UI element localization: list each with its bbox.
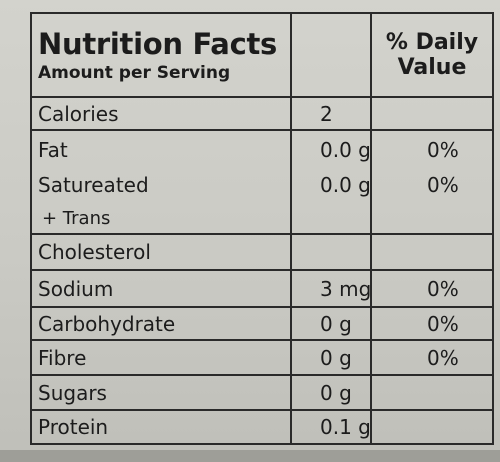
- table-header-row: Nutrition Facts Amount per Serving % Dai…: [30, 12, 494, 98]
- amount-per-serving-label: Amount per Serving: [38, 63, 231, 83]
- table-row: Calories 2: [30, 96, 494, 131]
- nutrient-amount: 0.0 g: [290, 168, 372, 202]
- nutrient-name: Carbohydrate: [30, 306, 292, 341]
- table-row: Cholesterol: [30, 233, 494, 271]
- table-row: Protein 0.1 g: [30, 409, 494, 445]
- nutrient-amount: [290, 233, 372, 271]
- table-row: Sodium 3 mg 0%: [30, 269, 494, 308]
- nutrient-amount: 0.1 g: [290, 409, 372, 445]
- nutrient-daily-value: [370, 96, 494, 131]
- nutrient-name: + Trans: [30, 202, 292, 235]
- nutrient-name: Fat: [30, 129, 292, 168]
- daily-value-heading-line2: Value: [397, 55, 467, 80]
- table-row: Fat 0.0 g 0%: [30, 129, 494, 168]
- nutrient-name: Calories: [30, 96, 292, 131]
- trans-fat-label: + Trans: [42, 208, 111, 229]
- nutrient-daily-value: 0%: [370, 306, 494, 341]
- nutrient-amount: 3 mg: [290, 269, 372, 308]
- nutrient-daily-value: [370, 374, 494, 411]
- nutrition-facts-title: Nutrition Facts: [38, 27, 277, 61]
- nutrient-amount: 2: [290, 96, 372, 131]
- nutrient-amount: 0.0 g: [290, 129, 372, 168]
- nutrient-amount: 0 g: [290, 306, 372, 341]
- table-row: Fibre 0 g 0%: [30, 339, 494, 376]
- table-row: Sugars 0 g: [30, 374, 494, 411]
- nutrient-daily-value: [370, 202, 494, 235]
- nutrient-daily-value: [370, 409, 494, 445]
- table-row: Satureated 0.0 g 0%: [30, 168, 494, 202]
- nutrient-amount: 0 g: [290, 374, 372, 411]
- nutrient-amount: 0 g: [290, 339, 372, 376]
- nutrient-name: Protein: [30, 409, 292, 445]
- nutrient-daily-value: [370, 233, 494, 271]
- daily-value-heading-line1: % Daily: [385, 29, 479, 55]
- table-row: Carbohydrate 0 g 0%: [30, 306, 494, 341]
- nutrient-name: Sodium: [30, 269, 292, 308]
- nutrient-daily-value: 0%: [370, 129, 494, 168]
- nutrient-daily-value: 0%: [370, 339, 494, 376]
- table-row: + Trans: [30, 202, 494, 235]
- nutrition-facts-table: Nutrition Facts Amount per Serving % Dai…: [30, 12, 494, 445]
- header-daily-value-cell: % Daily Value: [370, 12, 494, 98]
- nutrient-daily-value: 0%: [370, 269, 494, 308]
- nutrient-name: Sugars: [30, 374, 292, 411]
- nutrient-amount: [290, 202, 372, 235]
- header-title-cell: Nutrition Facts Amount per Serving: [30, 12, 292, 98]
- nutrient-name: Satureated: [30, 168, 292, 202]
- label-bottom-edge: [0, 450, 500, 462]
- nutrient-name: Fibre: [30, 339, 292, 376]
- header-empty-cell: [290, 12, 372, 98]
- nutrient-daily-value: 0%: [370, 168, 494, 202]
- nutrient-name: Cholesterol: [30, 233, 292, 271]
